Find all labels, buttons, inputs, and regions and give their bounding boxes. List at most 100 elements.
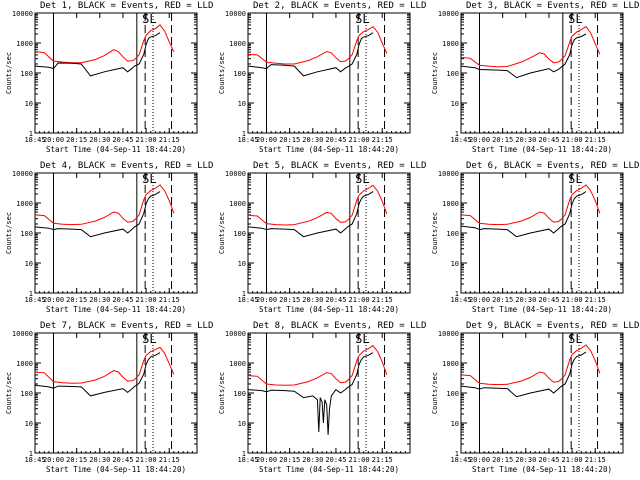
y-tick-label: 1 xyxy=(455,450,459,458)
x-tick-label: 18:45 xyxy=(24,296,45,304)
x-tick-label: 20:45 xyxy=(325,136,346,144)
plot-frame xyxy=(247,12,411,134)
y-tick-label: 10 xyxy=(25,420,33,428)
y-axis-label: Counts/sec xyxy=(431,212,439,254)
x-tick-label: 20:45 xyxy=(538,136,559,144)
x-tick-label: 20:00 xyxy=(256,456,277,464)
x-tick-label: 20:00 xyxy=(469,136,490,144)
x-tick-label: 21:15 xyxy=(372,136,393,144)
x-axis-label: Start Time (04-Sep-11 18:44:20) xyxy=(46,145,186,154)
x-tick-label: 20:15 xyxy=(66,296,87,304)
x-tick-label: 20:30 xyxy=(515,136,536,144)
y-axis-label: Counts/sec xyxy=(218,212,226,254)
x-tick-label: 20:30 xyxy=(89,296,110,304)
x-tick-label: 21:00 xyxy=(562,296,583,304)
sl-annotation: SL xyxy=(568,172,582,186)
y-tick-label: 1000 xyxy=(16,200,33,208)
x-tick-label: 20:30 xyxy=(89,456,110,464)
events-series-line xyxy=(247,191,374,238)
plot-frame xyxy=(247,172,411,294)
y-tick-label: 10 xyxy=(238,100,246,108)
y-tick-label: 1 xyxy=(455,290,459,298)
lld-series-line xyxy=(247,184,388,226)
panel-title: Det 3, BLACK = Events, RED = LLD xyxy=(466,1,640,11)
y-tick-label: 100 xyxy=(233,390,246,398)
x-tick-label: 21:00 xyxy=(136,456,157,464)
x-tick-label: 20:45 xyxy=(538,296,559,304)
lld-series-line xyxy=(34,24,175,64)
sl-annotation: SL xyxy=(355,172,369,186)
y-tick-label: 1 xyxy=(29,130,33,138)
x-tick-label: 20:00 xyxy=(469,296,490,304)
y-tick-label: 1 xyxy=(455,130,459,138)
events-series-line xyxy=(34,32,161,77)
y-tick-label: 1 xyxy=(242,450,246,458)
x-tick-label: 20:00 xyxy=(43,296,64,304)
x-axis-label: Start Time (04-Sep-11 18:44:20) xyxy=(472,305,612,314)
x-tick-label: 18:45 xyxy=(450,296,471,304)
x-tick-label: 20:00 xyxy=(256,136,277,144)
x-tick-label: 21:00 xyxy=(349,456,370,464)
x-tick-label: 21:15 xyxy=(372,296,393,304)
panel-title: Det 1, BLACK = Events, RED = LLD xyxy=(40,1,214,11)
y-axis-label: Counts/sec xyxy=(431,372,439,414)
y-tick-label: 1000 xyxy=(442,200,459,208)
sl-annotation: SL xyxy=(355,332,369,346)
y-tick-label: 1000 xyxy=(229,360,246,368)
events-series-line xyxy=(247,352,374,435)
y-tick-label: 1 xyxy=(29,450,33,458)
x-axis-label: Start Time (04-Sep-11 18:44:20) xyxy=(259,145,399,154)
sl-annotation: SL xyxy=(142,332,156,346)
x-tick-label: 18:45 xyxy=(237,296,258,304)
panel-title: Det 5, BLACK = Events, RED = LLD xyxy=(253,161,427,171)
x-tick-label: 20:45 xyxy=(538,456,559,464)
y-tick-label: 100 xyxy=(20,230,33,238)
x-tick-label: 21:15 xyxy=(585,136,606,144)
x-axis-label: Start Time (04-Sep-11 18:44:20) xyxy=(46,465,186,474)
x-tick-label: 21:15 xyxy=(585,456,606,464)
plot-frame xyxy=(460,332,624,454)
detector-panel-5: Det 5, BLACK = Events, RED = LLD 1 10 100 10… xyxy=(213,160,426,320)
x-tick-label: 21:00 xyxy=(349,136,370,144)
x-tick-label: 18:45 xyxy=(237,456,258,464)
x-tick-label: 18:45 xyxy=(450,136,471,144)
y-axis-label: Counts/sec xyxy=(5,52,13,94)
y-axis-label: Counts/sec xyxy=(431,52,439,94)
x-tick-label: 20:15 xyxy=(279,456,300,464)
plot-frame xyxy=(34,12,198,134)
sl-annotation: SL xyxy=(568,332,582,346)
y-tick-label: 10 xyxy=(25,100,33,108)
y-axis-label: Counts/sec xyxy=(218,52,226,94)
y-tick-label: 10 xyxy=(25,260,33,268)
x-tick-label: 20:45 xyxy=(112,136,133,144)
events-series-line xyxy=(247,32,374,77)
y-tick-label: 10 xyxy=(451,260,459,268)
events-series-line xyxy=(34,191,161,238)
panel-title: Det 7, BLACK = Events, RED = LLD xyxy=(40,321,214,331)
x-tick-label: 21:15 xyxy=(372,456,393,464)
y-tick-label: 1000 xyxy=(442,40,459,48)
panel-title: Det 4, BLACK = Events, RED = LLD xyxy=(40,161,214,171)
x-axis-label: Start Time (04-Sep-11 18:44:20) xyxy=(46,305,186,314)
y-tick-label: 1000 xyxy=(229,200,246,208)
x-tick-label: 20:30 xyxy=(302,296,323,304)
detector-panel-2: Det 2, BLACK = Events, RED = LLD 1 10 100 10… xyxy=(213,0,426,160)
y-tick-label: 1000 xyxy=(229,40,246,48)
x-tick-label: 21:15 xyxy=(159,456,180,464)
y-tick-label: 1 xyxy=(29,290,33,298)
lld-series-line xyxy=(247,344,388,386)
y-axis-label: Counts/sec xyxy=(5,372,13,414)
y-tick-label: 10 xyxy=(451,420,459,428)
x-axis-label: Start Time (04-Sep-11 18:44:20) xyxy=(259,305,399,314)
x-tick-label: 20:30 xyxy=(515,456,536,464)
detector-panel-4: Det 4, BLACK = Events, RED = LLD 1 10 100 10… xyxy=(0,160,213,320)
panel-title: Det 6, BLACK = Events, RED = LLD xyxy=(466,161,640,171)
y-tick-label: 100 xyxy=(20,390,33,398)
plot-frame xyxy=(460,12,624,134)
x-tick-label: 20:15 xyxy=(492,456,513,464)
